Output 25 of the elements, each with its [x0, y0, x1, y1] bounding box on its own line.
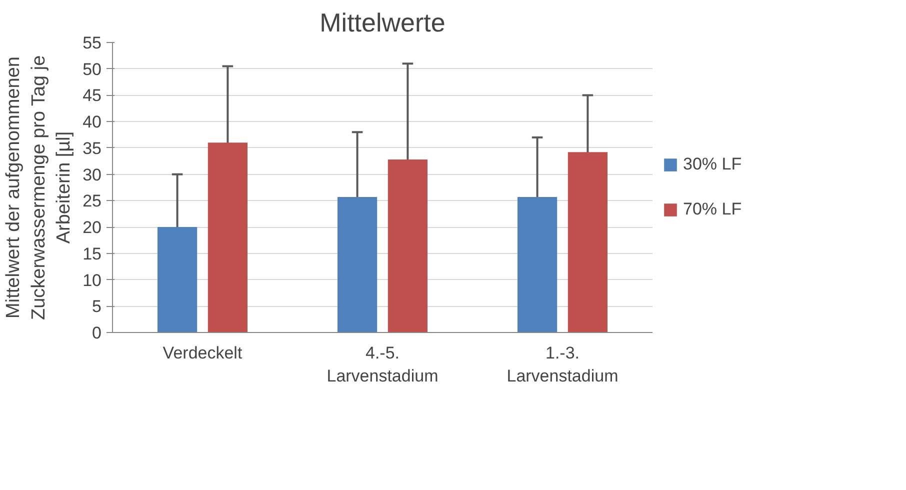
- y-tick-label: 45: [82, 86, 102, 106]
- bar: [568, 152, 608, 332]
- bar: [518, 196, 558, 332]
- legend-label: 70% LF: [683, 200, 742, 220]
- x-tick-label: Verdeckelt: [162, 344, 242, 362]
- y-tick-label: 0: [92, 324, 102, 342]
- y-tick-label: 40: [82, 112, 102, 132]
- y-tick-label: 35: [82, 138, 102, 158]
- y-tick-label: 25: [82, 192, 102, 211]
- y-tick-label: 20: [82, 218, 102, 238]
- y-tick-label: 30: [82, 165, 102, 184]
- y-tick-label: 10: [82, 270, 102, 290]
- bar: [338, 196, 378, 332]
- y-tick-label: 55: [82, 34, 102, 52]
- chart-title: Mittelwerte: [320, 8, 446, 38]
- y-tick-label: 5: [92, 297, 102, 316]
- y-tick-label: 50: [82, 60, 102, 79]
- bar: [388, 160, 428, 332]
- bar: [158, 227, 198, 332]
- bar: [208, 142, 248, 332]
- x-tick-label: 1.-3. Larvenstadium: [506, 344, 618, 386]
- x-tick-label: 4.-5. Larvenstadium: [326, 344, 438, 386]
- y-axis-title: Mittelwert der aufgenommenen Zuckerwassermenge pro Tag je Arbeiterin [µl]: [3, 55, 75, 320]
- y-tick-label: 15: [82, 244, 102, 264]
- legend-label: 30% LF: [683, 154, 742, 174]
